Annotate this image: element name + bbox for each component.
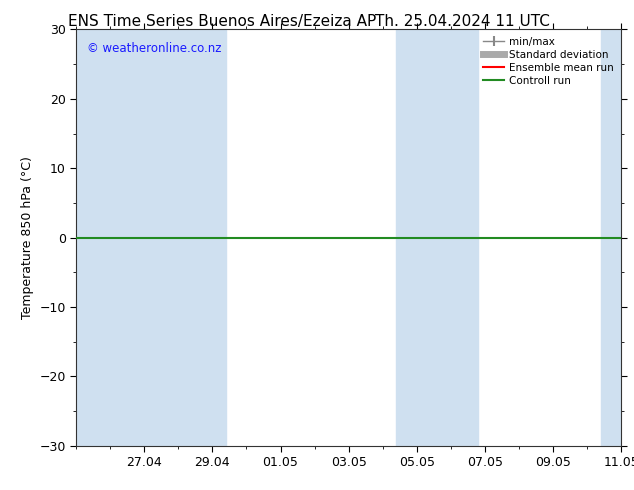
- Text: © weatheronline.co.nz: © weatheronline.co.nz: [87, 42, 221, 55]
- Text: ENS Time Series Buenos Aires/Ezeiza AP: ENS Time Series Buenos Aires/Ezeiza AP: [68, 14, 376, 29]
- Text: Th. 25.04.2024 11 UTC: Th. 25.04.2024 11 UTC: [375, 14, 550, 29]
- Legend: min/max, Standard deviation, Ensemble mean run, Controll run: min/max, Standard deviation, Ensemble me…: [481, 35, 616, 88]
- Bar: [437, 29, 478, 446]
- Bar: [601, 29, 621, 446]
- Y-axis label: Temperature 850 hPa (°C): Temperature 850 hPa (°C): [21, 156, 34, 319]
- Bar: [144, 29, 185, 446]
- Bar: [396, 29, 437, 446]
- Bar: [76, 29, 144, 446]
- Bar: [185, 29, 226, 446]
